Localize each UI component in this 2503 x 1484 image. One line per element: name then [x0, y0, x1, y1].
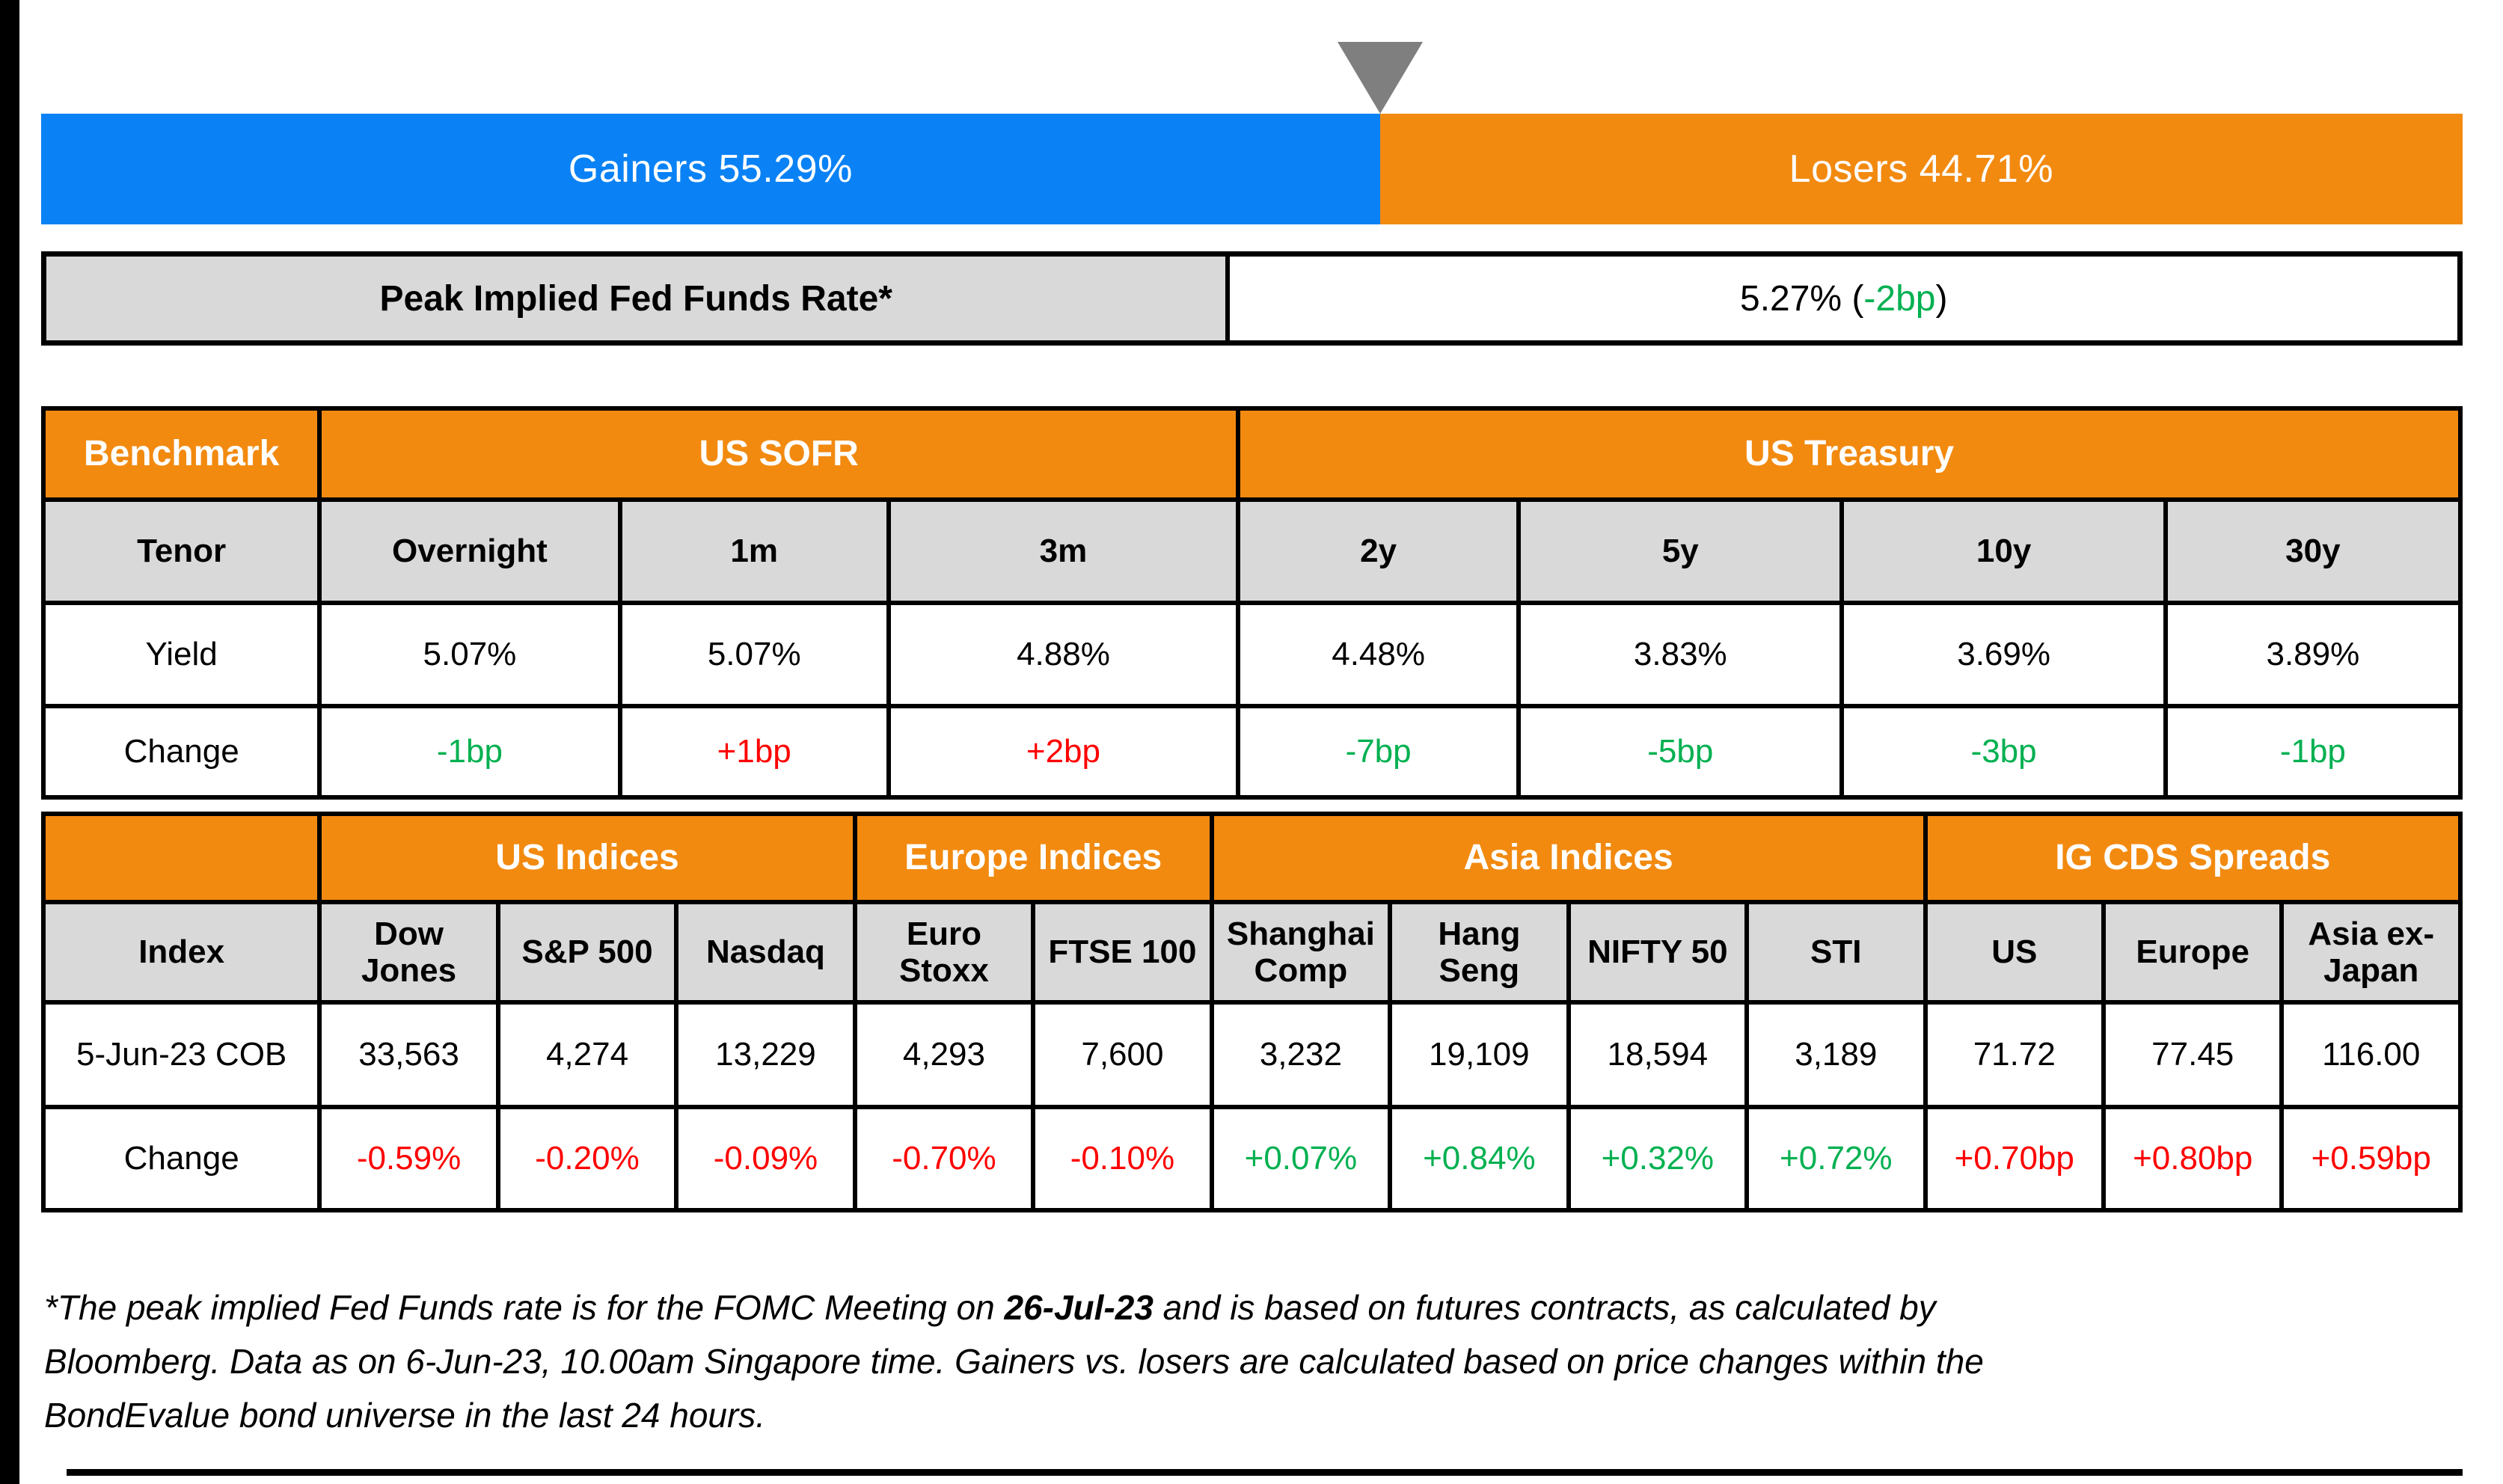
- fed-funds-change: -2bp: [1863, 278, 1936, 319]
- index-name-cell: Euro Stoxx: [852, 900, 1036, 1005]
- fed-funds-rate-label: Peak Implied Fed Funds Rate*: [46, 257, 1231, 340]
- tenor-cell: 5y: [1516, 497, 1845, 605]
- change-cell: +0.70bp: [1923, 1105, 2106, 1212]
- index-name-cell: Nasdaq: [674, 900, 857, 1005]
- asia-indices-group-header: Asia Indices: [1209, 812, 1928, 904]
- yield-cell: 3.83%: [1516, 601, 1845, 708]
- gainers-bar-segment: Gainers 55.29%: [41, 114, 1380, 224]
- change-cell: -5bp: [1516, 704, 1845, 800]
- change-row-label: Change: [40, 704, 322, 800]
- change-cell: +1bp: [617, 704, 891, 800]
- yield-cell: 5.07%: [617, 601, 891, 708]
- bottom-border-line: [67, 1469, 2463, 1476]
- index-name-cell: Asia ex- Japan: [2279, 900, 2463, 1005]
- footnote-line: Bloomberg. Data as on 6-Jun-23, 10.00am …: [44, 1342, 1984, 1381]
- index-value-cell: 19,109: [1388, 1000, 1571, 1109]
- change-cell: +0.80bp: [2101, 1105, 2285, 1212]
- change-cell: -7bp: [1236, 704, 1522, 800]
- yield-cell: 3.89%: [2163, 601, 2463, 708]
- tenor-cell: 2y: [1236, 497, 1522, 605]
- tenor-cell: 3m: [886, 497, 1241, 605]
- index-value-cell: 13,229: [674, 1000, 857, 1109]
- gainers-label: Gainers 55.29%: [568, 147, 853, 191]
- index-name-cell: S&P 500: [495, 900, 679, 1005]
- fed-funds-rate-value: 5.27% ( -2bp ): [1230, 257, 2457, 340]
- tenor-cell: 10y: [1839, 497, 2168, 605]
- change-row-label: Change: [40, 1105, 322, 1212]
- us-indices-group-header: US Indices: [317, 812, 857, 904]
- index-name-cell: Europe: [2101, 900, 2285, 1005]
- change-cell: -1bp: [2163, 704, 2463, 800]
- change-cell: -0.10%: [1031, 1105, 1214, 1212]
- index-name-cell: STI: [1744, 900, 1928, 1005]
- index-name-cell: Hang Seng: [1388, 900, 1571, 1005]
- index-name-cell: Shanghai Comp: [1209, 900, 1393, 1005]
- indices-table: US Indices Europe Indices Asia Indices I…: [40, 812, 2463, 1212]
- change-cell: +2bp: [886, 704, 1241, 800]
- index-value-cell: 4,293: [852, 1000, 1036, 1109]
- index-value-cell: 33,563: [317, 1000, 500, 1109]
- change-cell: -0.09%: [674, 1105, 857, 1212]
- tenor-cell: 1m: [617, 497, 891, 605]
- us-treasury-group-header: US Treasury: [1236, 406, 2463, 502]
- change-cell: +0.07%: [1209, 1105, 1393, 1212]
- indices-corner-header: [40, 812, 322, 904]
- tenor-cell: 30y: [2163, 497, 2463, 605]
- footnote: *The peak implied Fed Funds rate is for …: [44, 1281, 2460, 1442]
- index-value-cell: 3,232: [1209, 1000, 1393, 1109]
- change-cell: +0.59bp: [2279, 1105, 2463, 1212]
- change-cell: -1bp: [317, 704, 622, 800]
- fed-funds-rate-strip: Peak Implied Fed Funds Rate* 5.27% ( -2b…: [41, 251, 2463, 346]
- index-name-cell: NIFTY 50: [1566, 900, 1750, 1005]
- change-cell: -0.70%: [852, 1105, 1036, 1212]
- change-cell: +0.32%: [1566, 1105, 1750, 1212]
- index-row-label: Index: [40, 900, 322, 1005]
- index-name-cell: Dow Jones: [317, 900, 500, 1005]
- index-value-cell: 3,189: [1744, 1000, 1928, 1109]
- yield-row-label: Yield: [40, 601, 322, 708]
- us-sofr-group-header: US SOFR: [317, 406, 1241, 502]
- market-summary-graphic: Gainers 55.29% Losers 44.71% Peak Implie…: [40, 0, 2463, 1484]
- tenor-row-label: Tenor: [40, 497, 322, 605]
- fomc-date-bold: 26-Jul-23: [1004, 1288, 1154, 1327]
- footnote-line: BondEvalue bond universe in the last 24 …: [44, 1396, 766, 1435]
- change-cell: -3bp: [1839, 704, 2168, 800]
- index-value-cell: 116.00: [2279, 1000, 2463, 1109]
- index-name-cell: US: [1923, 900, 2106, 1005]
- change-cell: +0.72%: [1744, 1105, 1928, 1212]
- losers-label: Losers 44.71%: [1789, 147, 2054, 191]
- index-value-cell: 77.45: [2101, 1000, 2285, 1109]
- left-border-line: [0, 0, 19, 1484]
- index-value-cell: 7,600: [1031, 1000, 1214, 1109]
- gainers-losers-bar: Gainers 55.29% Losers 44.71%: [41, 114, 2463, 224]
- footnote-line: *The peak implied Fed Funds rate is for …: [44, 1288, 1936, 1327]
- yield-cell: 4.88%: [886, 601, 1241, 708]
- cob-date-row-label: 5-Jun-23 COB: [40, 1000, 322, 1109]
- change-cell: -0.59%: [317, 1105, 500, 1212]
- index-name-cell: FTSE 100: [1031, 900, 1214, 1005]
- index-value-cell: 71.72: [1923, 1000, 2106, 1109]
- index-value-cell: 18,594: [1566, 1000, 1750, 1109]
- change-cell: -0.20%: [495, 1105, 679, 1212]
- fed-funds-value-suffix: ): [1935, 278, 1948, 319]
- yield-cell: 3.69%: [1839, 601, 2168, 708]
- yield-cell: 4.48%: [1236, 601, 1522, 708]
- losers-bar-segment: Losers 44.71%: [1379, 114, 2463, 224]
- europe-indices-group-header: Europe Indices: [852, 812, 1214, 904]
- change-cell: +0.84%: [1388, 1105, 1571, 1212]
- tenor-cell: Overnight: [317, 497, 622, 605]
- fed-funds-value-prefix: 5.27% (: [1740, 278, 1864, 319]
- yield-cell: 5.07%: [317, 601, 622, 708]
- benchmark-corner-header: Benchmark: [40, 406, 322, 502]
- benchmark-table: Benchmark US SOFR US Treasury Tenor Over…: [40, 406, 2463, 800]
- index-value-cell: 4,274: [495, 1000, 679, 1109]
- split-marker-triangle: [1337, 42, 1423, 114]
- ig-cds-spreads-group-header: IG CDS Spreads: [1923, 812, 2463, 904]
